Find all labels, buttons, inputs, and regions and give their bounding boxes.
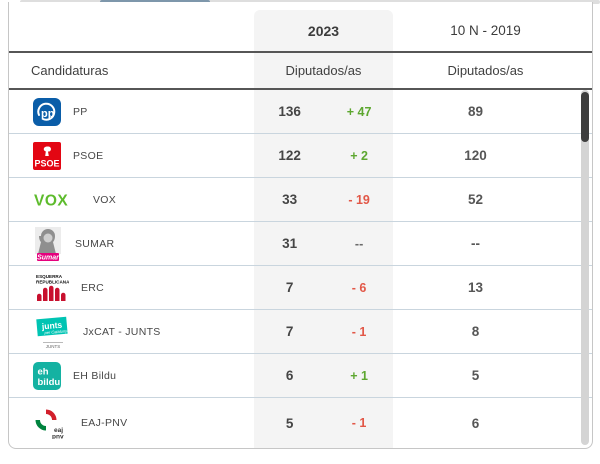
table-row-sumar: Sumar SUMAR 31 -- -- — [9, 222, 592, 266]
svg-text:bildu: bildu — [38, 377, 61, 388]
vox-logo-icon: VOX — [33, 192, 81, 208]
seats-2019-column-header: Diputados/as — [447, 63, 524, 78]
svg-text:pp: pp — [41, 108, 55, 120]
year-header-row: 2023 10 N - 2019 — [9, 2, 592, 53]
seats-2023-value: 33 — [282, 192, 298, 207]
seats-2023-value: 7 — [285, 280, 294, 295]
seats-2019-value: 52 — [467, 192, 484, 207]
psoe-logo-icon: PSOE — [33, 141, 61, 170]
candidate-cell: junts per Catalunya JUNTS JxCAT - JUNTS — [9, 310, 254, 353]
table-row-erc: ESQUERRA REPUBLICANA ERC — [9, 266, 592, 310]
seats-2019-cell: -- — [393, 222, 578, 265]
seats-2023-cell: 33 - 19 — [254, 178, 393, 221]
seats-change-value: + 47 — [346, 104, 372, 119]
svg-text:ESQUERRA: ESQUERRA — [36, 274, 63, 279]
year-header-empty-cell — [9, 10, 254, 51]
seats-change-value: - 6 — [351, 280, 367, 295]
candidate-cell: Sumar SUMAR — [9, 222, 254, 265]
seats-change-value: - 19 — [348, 192, 370, 207]
candidates-column-header: Candidaturas — [31, 63, 109, 78]
seats-2019-value: 5 — [471, 368, 480, 383]
table-body: pp PP 136 + 47 89 — [9, 90, 592, 448]
svg-text:pnv: pnv — [52, 434, 64, 440]
seats-2019-value: 13 — [467, 280, 484, 295]
seats-2019-cell: 8 — [393, 310, 578, 353]
eajpnv-logo-icon: eaj pnv — [33, 407, 69, 439]
table-row-eajpnv: eaj pnv EAJ-PNV 5 - 1 6 — [9, 398, 592, 448]
seats-2023-value: 7 — [285, 324, 294, 339]
party-name: JxCAT - JUNTS — [83, 325, 161, 338]
seats-2019-cell: 89 — [393, 90, 578, 133]
vertical-scrollbar-track[interactable] — [581, 90, 589, 445]
party-name: PSOE — [73, 149, 104, 162]
seats-change-value: + 1 — [350, 368, 368, 383]
seats-2019-value: 8 — [471, 324, 480, 339]
seats-change-value: + 2 — [350, 148, 368, 163]
column-header-row: Candidaturas Diputados/as Diputados/as — [9, 53, 592, 90]
seats-2019-cell: 5 — [393, 354, 578, 397]
table-row-junts: junts per Catalunya JUNTS JxCAT - JUNTS … — [9, 310, 592, 354]
junts-logo-icon: junts per Catalunya JUNTS — [33, 315, 71, 349]
table-row-vox: VOX VOX 33 - 19 52 — [9, 178, 592, 222]
sumar-logo-icon: Sumar — [33, 226, 63, 262]
seats-2023-value: 31 — [282, 236, 298, 251]
svg-text:eaj: eaj — [54, 427, 63, 434]
party-name: EH Bildu — [73, 369, 117, 382]
ehbildu-logo-icon: eh bildu — [33, 361, 61, 390]
party-name: VOX — [93, 193, 117, 206]
seats-2019-cell: 120 — [393, 134, 578, 177]
seats-2019-value: -- — [471, 236, 480, 251]
seats-2023-cell: 7 - 6 — [254, 266, 393, 309]
seats-2023-value: 5 — [285, 415, 294, 431]
candidate-cell: ESQUERRA REPUBLICANA ERC — [9, 266, 254, 309]
seats-2023-cell: 5 - 1 — [254, 398, 393, 448]
party-name: PP — [73, 105, 88, 118]
party-name: ERC — [81, 281, 105, 294]
seats-2023-column-header: Diputados/as — [254, 53, 393, 88]
svg-text:JUNTS: JUNTS — [46, 344, 61, 349]
candidate-cell: VOX VOX — [9, 178, 254, 221]
seats-2019-cell: 52 — [393, 178, 578, 221]
seats-2023-cell: 122 + 2 — [254, 134, 393, 177]
svg-text:junts: junts — [40, 319, 62, 331]
year-header-2023: 2023 — [254, 10, 393, 51]
svg-text:PSOE: PSOE — [34, 158, 59, 168]
table-row-ehbildu: eh bildu EH Bildu 6 + 1 5 — [9, 354, 592, 398]
erc-logo-icon: ESQUERRA REPUBLICANA — [33, 272, 69, 304]
candidate-cell: eaj pnv EAJ-PNV — [9, 398, 254, 448]
seats-change-value: - 1 — [351, 416, 367, 430]
candidate-cell: pp PP — [9, 90, 254, 133]
seats-2023-cell: 6 + 1 — [254, 354, 393, 397]
seats-2019-cell: 13 — [393, 266, 578, 309]
vertical-scrollbar-thumb[interactable] — [581, 92, 589, 142]
svg-text:VOX: VOX — [34, 192, 68, 208]
svg-text:eh: eh — [38, 366, 49, 377]
seats-2023-value: 6 — [285, 368, 294, 383]
pp-logo-icon: pp — [33, 97, 61, 126]
seats-2023-cell: 136 + 47 — [254, 90, 393, 133]
party-name: EAJ-PNV — [81, 417, 128, 429]
seats-change-value: -- — [354, 236, 364, 251]
seats-2019-value: 6 — [471, 415, 480, 431]
svg-text:REPUBLICANA: REPUBLICANA — [36, 279, 69, 284]
seats-2019-value: 120 — [464, 148, 487, 163]
seats-2023-cell: 31 -- — [254, 222, 393, 265]
seats-2019-cell: 6 — [393, 398, 578, 448]
table-row-pp: pp PP 136 + 47 89 — [9, 90, 592, 134]
candidate-cell: eh bildu EH Bildu — [9, 354, 254, 397]
seats-2023-value: 136 — [278, 104, 301, 119]
results-table-card: 2023 10 N - 2019 Candidaturas Diputados/… — [8, 2, 593, 449]
seats-2023-value: 122 — [278, 148, 301, 163]
party-name: SUMAR — [75, 237, 115, 250]
svg-text:per Catalunya: per Catalunya — [43, 327, 70, 334]
seats-2023-cell: 7 - 1 — [254, 310, 393, 353]
seats-2019-value: 89 — [467, 104, 484, 119]
table-row-psoe: PSOE PSOE 122 + 2 120 — [9, 134, 592, 178]
candidate-cell: PSOE PSOE — [9, 134, 254, 177]
year-header-2019: 10 N - 2019 — [450, 23, 521, 38]
svg-text:Sumar: Sumar — [37, 254, 60, 261]
seats-change-value: - 1 — [351, 324, 367, 339]
